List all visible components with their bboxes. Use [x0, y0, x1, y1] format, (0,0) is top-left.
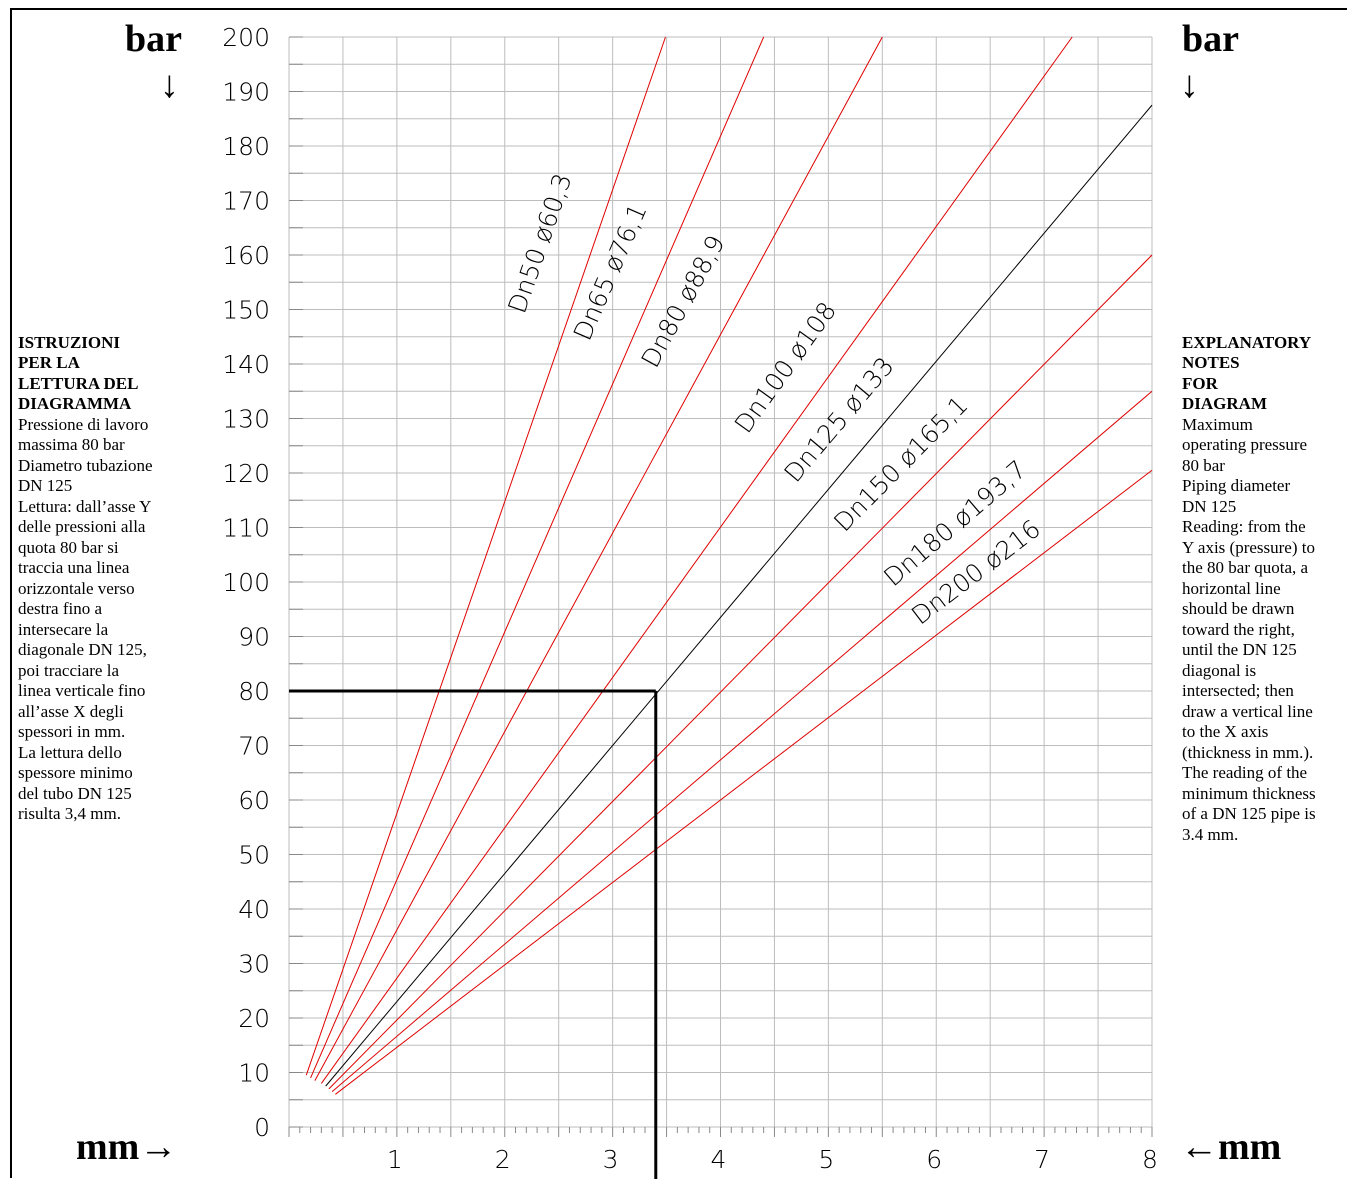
y-tick-label: 180 — [222, 132, 270, 161]
down-arrow-left-icon: ↓ — [160, 64, 179, 106]
series-label: Dn65 ø76,1 — [568, 199, 653, 344]
y-tick-label: 80 — [238, 677, 270, 706]
y-tick-label: 120 — [222, 459, 270, 488]
y-tick-label: 90 — [238, 623, 270, 652]
y-tick-label: 130 — [222, 405, 270, 434]
notes-body: Maximum operating pressure 80 bar Piping… — [1182, 414, 1316, 844]
y-tick-label: 20 — [238, 1004, 270, 1033]
y-tick-label: 50 — [238, 841, 270, 870]
y-tick-label: 30 — [238, 950, 270, 979]
y-tick-label: 160 — [222, 241, 270, 270]
x-tick-label: 3 — [603, 1145, 619, 1174]
instructions-heading: ISTRUZIONI PER LA LETTURA DEL DIAGRAMMA — [18, 332, 139, 414]
series-label: Dn50 ø60,3 — [502, 170, 577, 317]
y-unit-left: bar — [125, 18, 182, 60]
x-tick-label: 5 — [818, 1145, 834, 1174]
series-line — [314, 36, 883, 1081]
y-tick-label: 170 — [222, 187, 270, 216]
instructions-english: EXPLANATORY NOTES FOR DIAGRAM Maximum ope… — [1182, 312, 1349, 845]
x-tick-label: 2 — [495, 1145, 511, 1174]
series-line — [305, 36, 666, 1076]
y-tick-label: 70 — [238, 732, 270, 761]
x-unit-left: mm→ — [76, 1126, 178, 1168]
y-unit-right: bar — [1182, 18, 1239, 60]
y-tick-label: 200 — [222, 23, 270, 52]
x-tick-label: 6 — [926, 1145, 942, 1174]
series-line — [335, 469, 1153, 1095]
y-tick-label: 60 — [238, 786, 270, 815]
x-tick-label: 1 — [387, 1145, 403, 1174]
y-tick-label: 140 — [222, 350, 270, 379]
instructions-body: Pressione di lavoro massima 80 bar Diame… — [18, 414, 153, 824]
x-tick-label: 7 — [1034, 1145, 1050, 1174]
y-tick-label: 150 — [222, 296, 270, 325]
series-line — [320, 36, 1073, 1084]
y-tick-label: 190 — [222, 78, 270, 107]
series-line — [310, 36, 765, 1079]
chart-frame — [10, 8, 1347, 1178]
y-tick-label: 100 — [222, 568, 270, 597]
series-line — [331, 390, 1153, 1092]
series-line — [325, 104, 1153, 1087]
notes-heading: EXPLANATORY NOTES FOR DIAGRAM — [1182, 332, 1312, 414]
y-tick-label: 0 — [254, 1113, 270, 1142]
y-tick-label: 40 — [238, 895, 270, 924]
x-tick-label: 8 — [1142, 1145, 1158, 1174]
instructions-italian: ISTRUZIONI PER LA LETTURA DEL DIAGRAMMA P… — [18, 312, 198, 825]
x-tick-label: 4 — [711, 1145, 727, 1174]
y-tick-label: 10 — [238, 1059, 270, 1088]
series-line — [328, 254, 1153, 1090]
y-tick-label: 110 — [222, 514, 270, 543]
down-arrow-right-icon: ↓ — [1180, 64, 1199, 106]
series-label: Dn80 ø88,9 — [636, 230, 731, 372]
x-unit-right: ←mm — [1180, 1126, 1282, 1168]
